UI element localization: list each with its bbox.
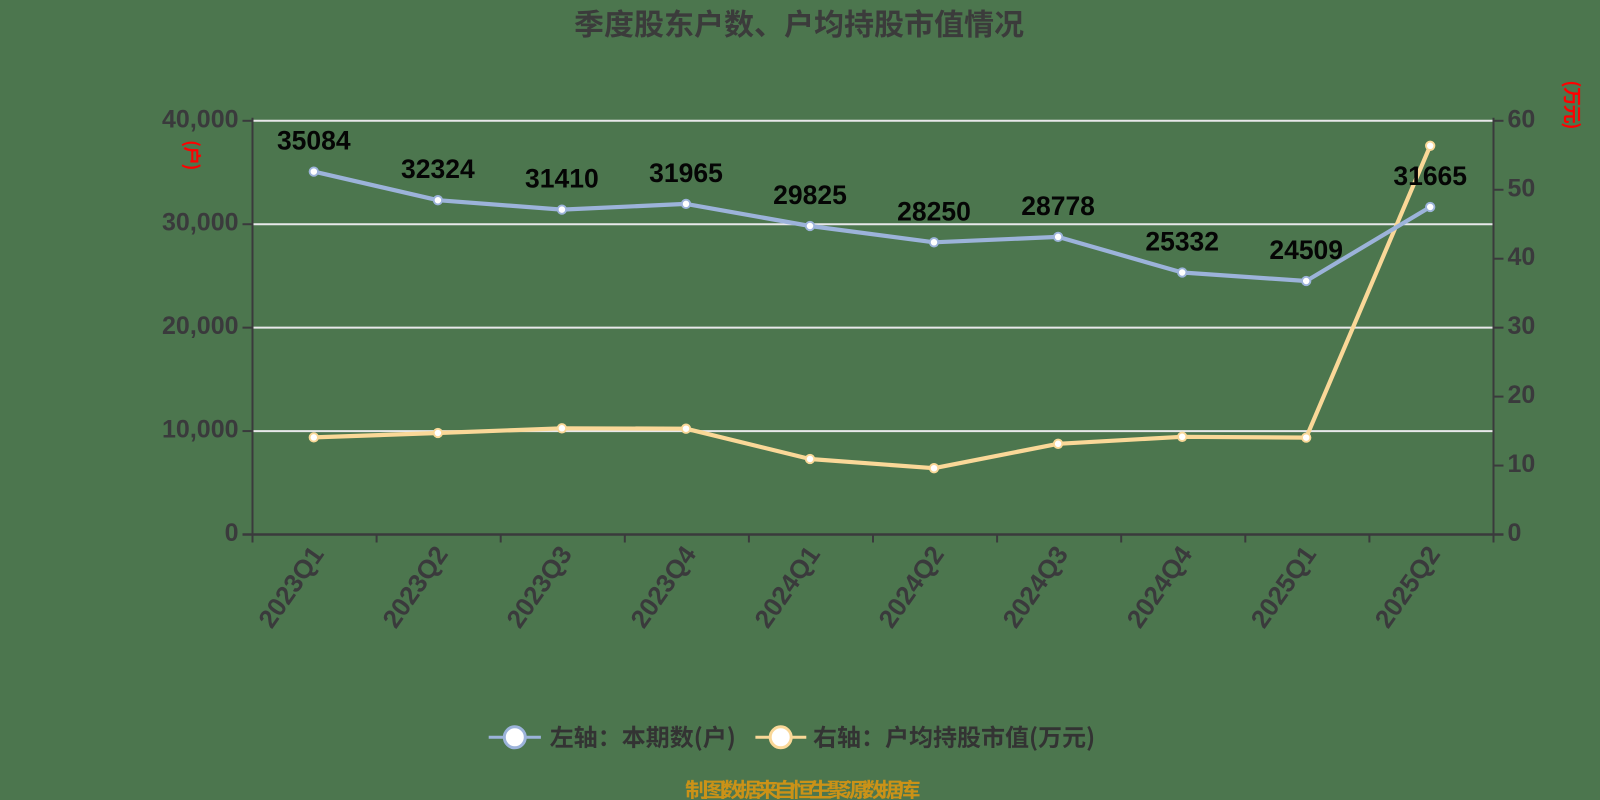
svg-text:35084: 35084: [277, 126, 351, 156]
svg-text:0: 0: [225, 519, 239, 547]
svg-text:40,000: 40,000: [162, 105, 238, 133]
svg-text:24509: 24509: [1269, 235, 1343, 265]
svg-text:29825: 29825: [773, 180, 847, 210]
svg-text:10,000: 10,000: [162, 416, 238, 444]
svg-text:30: 30: [1508, 312, 1536, 340]
svg-text:50: 50: [1508, 174, 1536, 202]
svg-text:60: 60: [1508, 105, 1536, 133]
svg-text:30,000: 30,000: [162, 209, 238, 237]
svg-text:25332: 25332: [1145, 227, 1219, 257]
svg-text:20: 20: [1508, 381, 1536, 409]
svg-text:10: 10: [1508, 450, 1536, 478]
svg-text:40: 40: [1508, 243, 1536, 271]
svg-text:31410: 31410: [525, 164, 599, 194]
svg-text:28778: 28778: [1021, 191, 1095, 221]
svg-text:31965: 31965: [649, 158, 723, 188]
svg-text:32324: 32324: [401, 154, 475, 184]
svg-text:20,000: 20,000: [162, 312, 238, 340]
svg-text:0: 0: [1508, 519, 1522, 547]
svg-text:31665: 31665: [1393, 161, 1467, 191]
svg-text:28250: 28250: [897, 196, 971, 226]
